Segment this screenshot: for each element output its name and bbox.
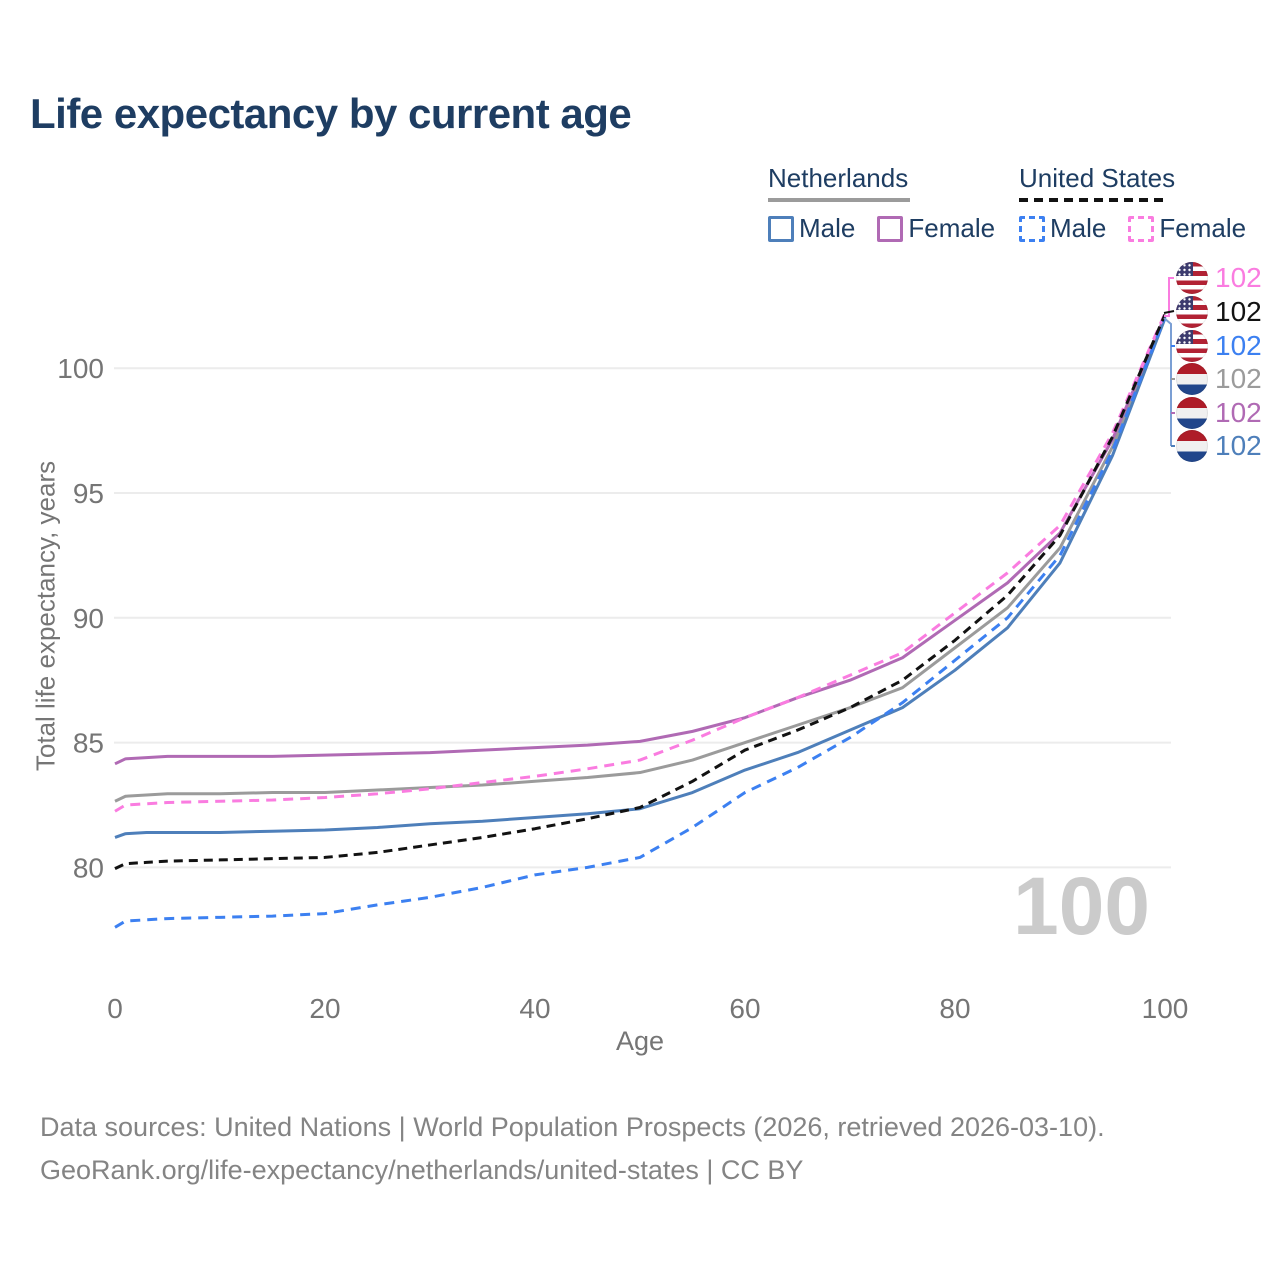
x-tick-label: 100 <box>1142 993 1189 1024</box>
leader-line <box>1164 277 1174 317</box>
legend-item-netherlands-male[interactable]: Male <box>768 213 855 244</box>
legend-label: Male <box>1050 213 1107 243</box>
us-flag-icon <box>1176 262 1208 294</box>
netherlands-female-checkbox[interactable] <box>877 215 904 242</box>
x-tick-label: 80 <box>939 993 970 1024</box>
data-sources-line: Data sources: United Nations | World Pop… <box>40 1112 1105 1142</box>
legend-label: Female <box>908 213 996 243</box>
us-flag-icon <box>1176 296 1208 328</box>
nl-flag-icon <box>1176 430 1208 462</box>
legend-item-united-states-male[interactable]: Male <box>1019 213 1106 244</box>
x-axis-title: Age <box>615 1026 665 1056</box>
legend-label: Female <box>1159 213 1247 243</box>
legend-group-united-states: United States Male Female <box>1019 163 1246 244</box>
series-line-nl-male[interactable] <box>114 317 1167 839</box>
x-tick-label: 0 <box>107 993 123 1024</box>
united-states-dashed-line-swatch <box>1019 198 1165 202</box>
end-label-value: 102 <box>1215 296 1262 327</box>
nl-flag-icon <box>1176 397 1208 429</box>
y-tick-label: 95 <box>73 478 104 509</box>
legend-group-netherlands: Netherlands Male Female <box>768 163 995 244</box>
series-line-us-overall[interactable] <box>114 313 1167 871</box>
y-tick-label: 85 <box>73 728 104 759</box>
hovered-age-watermark: 100 <box>1013 861 1150 952</box>
legend-title-united-states: United States <box>1019 163 1176 193</box>
source-url-line: GeoRank.org/life-expectancy/netherlands/… <box>40 1155 804 1185</box>
page-title: Life expectancy by current age <box>30 90 632 137</box>
y-tick-label: 90 <box>73 603 104 634</box>
footer-attribution: Data sources: United Nations | World Pop… <box>40 1106 1105 1192</box>
end-label-row: 102 <box>1176 262 1262 294</box>
series-line-nl-female[interactable] <box>114 315 1167 766</box>
united-states-male-checkbox[interactable] <box>1019 215 1045 242</box>
x-tick-label: 60 <box>729 993 760 1024</box>
end-label-value: 102 <box>1215 430 1262 461</box>
nl-flag-icon <box>1176 363 1208 395</box>
end-label-row: 102 <box>1176 430 1262 462</box>
y-axis-title: Total life expectancy, years <box>30 460 61 772</box>
leader-line <box>1163 317 1172 446</box>
series-line-nl-overall[interactable] <box>114 316 1167 803</box>
y-tick-label: 80 <box>73 852 104 883</box>
y-tick-label: 100 <box>57 353 104 384</box>
end-label-row: 102 <box>1176 363 1262 395</box>
series-line-us-female[interactable] <box>114 312 1167 813</box>
x-tick-label: 40 <box>519 993 550 1024</box>
end-label-value: 102 <box>1215 262 1262 293</box>
netherlands-male-checkbox[interactable] <box>768 215 794 242</box>
end-label-value: 102 <box>1215 363 1262 394</box>
end-label-value: 102 <box>1215 330 1262 361</box>
series-line-us-male[interactable] <box>114 316 1167 929</box>
end-label-row: 102 <box>1176 330 1262 362</box>
end-label-value: 102 <box>1215 397 1262 428</box>
x-tick-label: 20 <box>309 993 340 1024</box>
netherlands-solid-line-swatch <box>768 198 910 202</box>
end-label-row: 102 <box>1176 296 1262 328</box>
legend-label: Male <box>799 213 856 243</box>
us-flag-icon <box>1176 330 1208 362</box>
end-label-row: 102 <box>1176 397 1262 429</box>
legend-title-netherlands: Netherlands <box>768 163 909 193</box>
united-states-female-checkbox[interactable] <box>1128 215 1155 242</box>
legend-item-united-states-female[interactable]: Female <box>1128 213 1246 244</box>
leader-line <box>1163 310 1175 314</box>
legend-item-netherlands-female[interactable]: Female <box>877 213 995 244</box>
